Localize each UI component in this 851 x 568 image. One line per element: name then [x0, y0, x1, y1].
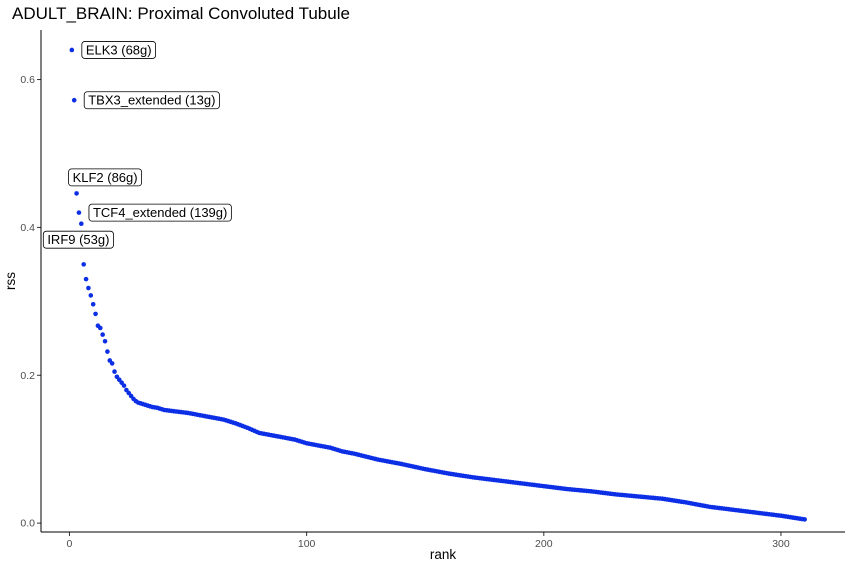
data-point — [79, 221, 84, 227]
data-point — [88, 293, 94, 298]
y-tick-label: 0.4 — [20, 222, 35, 234]
annotation-label: KLF2 (86g) — [68, 168, 143, 187]
y-axis-title: rss — [3, 272, 18, 290]
annotation-label-text: KLF2 (86g) — [73, 170, 138, 185]
data-point — [112, 369, 117, 374]
data-points — [69, 47, 807, 522]
x-tick-label: 0 — [67, 538, 73, 550]
y-tick-label: 0.0 — [20, 518, 35, 530]
annotation-label-text: TCF4_extended (139g) — [93, 205, 227, 220]
annotation-label-text: IRF9 (53g) — [47, 232, 109, 247]
data-point — [802, 517, 807, 522]
data-point — [102, 338, 108, 344]
y-axis-ticks: 0.0 0.2 0.4 0.6 — [20, 74, 41, 530]
data-point — [93, 311, 98, 317]
plot-panel: 0.0 0.2 0.4 0.6 0 100 200 300 ELK3 (68g) TBX3_e… — [20, 30, 845, 550]
data-point — [97, 325, 103, 331]
data-point — [109, 361, 115, 366]
data-point — [105, 349, 110, 354]
y-tick-label: 0.6 — [20, 74, 35, 86]
annotation-label: ELK3 (68g) — [81, 41, 156, 59]
annotation-label-text: ELK3 (68g) — [86, 42, 152, 57]
annotation-label-box — [88, 203, 232, 222]
annotation-label-box — [83, 91, 220, 110]
annotation-label-box — [81, 41, 156, 59]
x-axis-title: rank — [430, 547, 457, 562]
x-tick-label: 100 — [298, 538, 316, 550]
data-point — [76, 210, 82, 215]
data-point — [86, 285, 91, 291]
chart-title: ADULT_BRAIN: Proximal Convoluted Tubule — [12, 4, 350, 23]
data-point — [71, 97, 77, 103]
annotation-label: IRF9 (53g) — [42, 230, 114, 249]
x-axis-ticks: 0 100 200 300 — [67, 532, 790, 550]
annotation-label-text: TBX3_extended (13g) — [88, 93, 215, 108]
x-tick-label: 200 — [535, 538, 553, 550]
annotation-label-box — [68, 168, 143, 187]
annotation-label: TBX3_extended (13g) — [83, 91, 220, 110]
annotation-label: TCF4_extended (139g) — [88, 203, 232, 222]
data-point — [121, 383, 127, 388]
data-point — [69, 47, 75, 53]
annotation-label-box — [42, 230, 114, 249]
data-point — [100, 332, 105, 337]
data-point — [83, 276, 89, 282]
data-point — [81, 262, 86, 267]
y-tick-label: 0.2 — [20, 370, 35, 382]
annotation-labels: ELK3 (68g) TBX3_extended (13g) KLF2 (86g) T… — [42, 41, 232, 249]
data-point — [74, 191, 79, 196]
x-tick-label: 300 — [772, 538, 790, 550]
data-point — [90, 301, 96, 307]
